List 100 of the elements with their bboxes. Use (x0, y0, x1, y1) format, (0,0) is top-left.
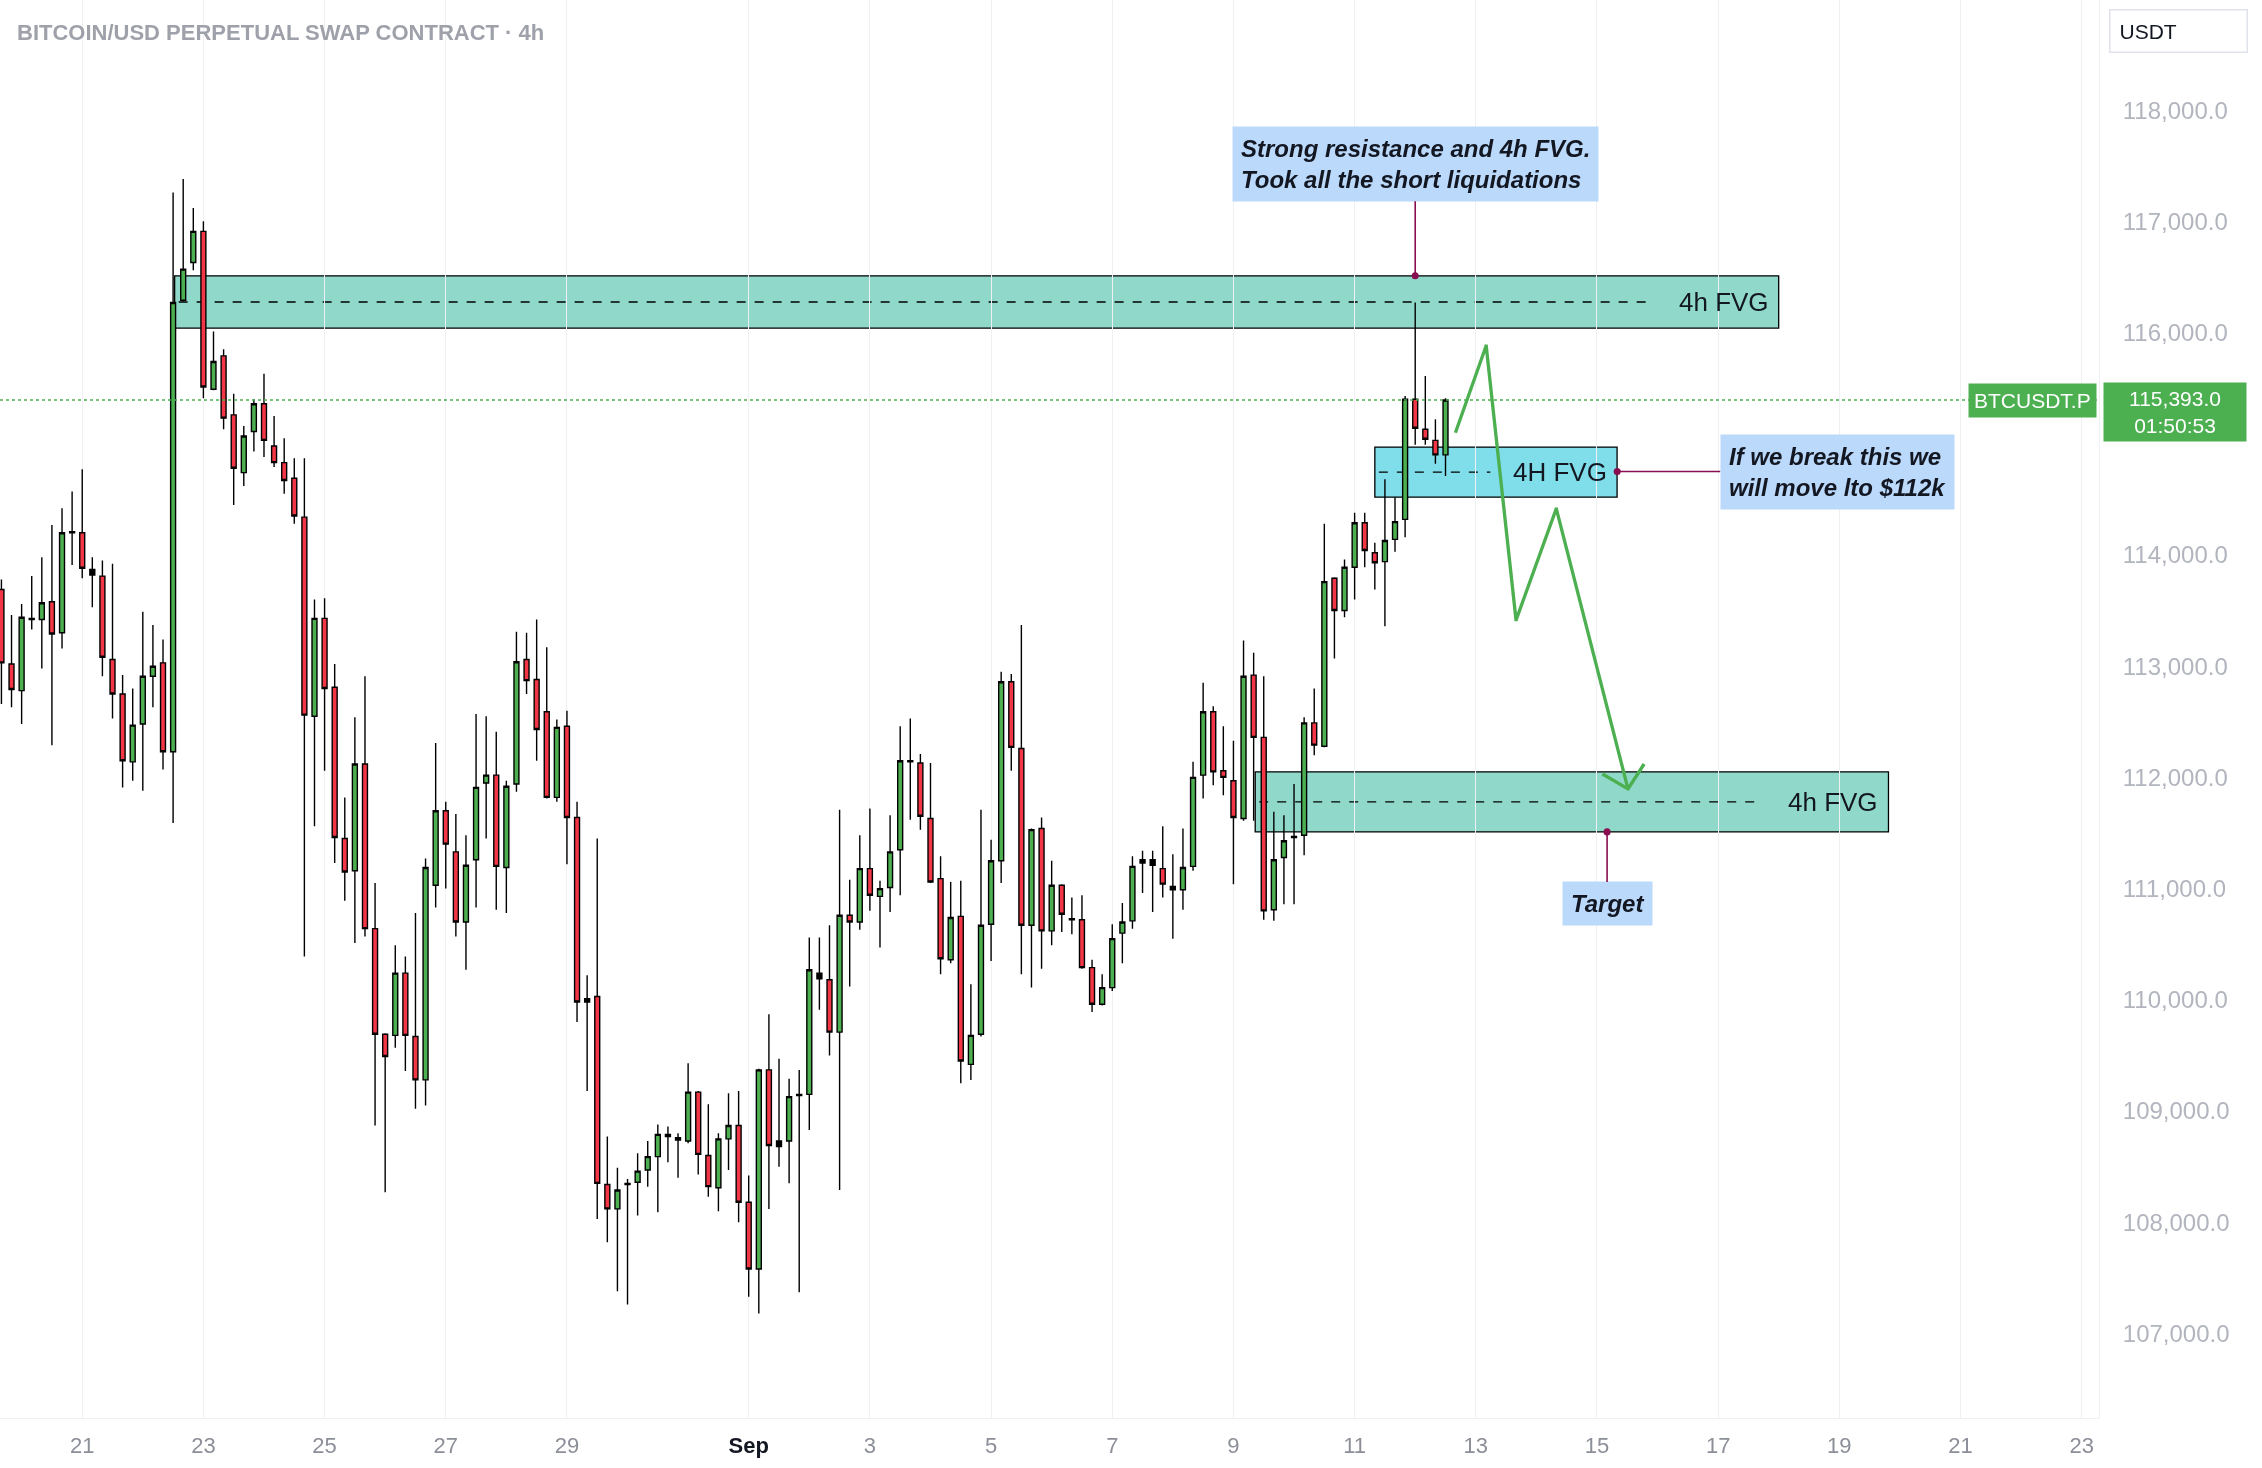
annotation: If we break this we will move lto $112k (1729, 443, 1947, 502)
candlestick (402, 955, 409, 1072)
x-tick-label: 25 (312, 1433, 337, 1459)
candlestick (604, 1135, 611, 1243)
candlestick (856, 834, 863, 931)
y-tick-label: 114,000.0 (2122, 541, 2228, 569)
candlestick (806, 936, 813, 1131)
candlestick (1068, 896, 1076, 935)
candlestick (695, 1090, 702, 1176)
candlestick (351, 716, 359, 944)
candlestick (664, 1125, 672, 1163)
candlestick (573, 801, 581, 1023)
x-tick-label: 5 (984, 1433, 998, 1459)
x-tick-label: 11 (1343, 1433, 1367, 1459)
x-tick-label: 21 (1948, 1433, 1973, 1459)
x-tick-label: 29 (554, 1433, 580, 1459)
candlestick (654, 1123, 661, 1213)
x-tick-label: 23 (191, 1433, 216, 1459)
candlestick (1098, 973, 1106, 1007)
candlestick (48, 524, 56, 746)
candlestick (472, 713, 480, 909)
y-tick-label: 111,000.0 (2122, 875, 2227, 903)
candlestick (998, 671, 1005, 884)
candlestick (119, 674, 126, 789)
candlestick (281, 437, 288, 495)
candlestick (159, 638, 167, 771)
y-tick-label: 112,000.0 (2122, 763, 2228, 791)
x-tick-label: 17 (1705, 1433, 1731, 1459)
y-tick-label: 113,000.0 (2122, 652, 2228, 680)
candlestick (826, 924, 833, 1057)
candlestick (1119, 902, 1126, 964)
candlestick (1129, 855, 1136, 930)
candlestick (321, 597, 328, 772)
candlestick (1220, 725, 1227, 796)
x-tick-label: 13 (1463, 1433, 1489, 1459)
candlestick (371, 882, 379, 1127)
candlestick (1139, 850, 1146, 894)
candlestick (462, 834, 470, 971)
candlestick (392, 944, 399, 1049)
y-tick-label: 107,000.0 (2122, 1319, 2230, 1347)
candlestick (8, 614, 15, 709)
candlestick (523, 632, 530, 695)
candlestick (230, 393, 237, 506)
candlestick (796, 1069, 803, 1294)
candlestick (594, 837, 601, 1220)
candlestick (482, 715, 490, 840)
candlestick (432, 742, 439, 909)
candlestick (28, 575, 35, 631)
candlestick (58, 507, 66, 650)
candlestick (311, 598, 318, 828)
y-tick-label: 117,000.0 (2122, 207, 2228, 235)
candlestick (977, 808, 985, 1038)
candlestick (109, 563, 116, 720)
x-tick-label: 27 (433, 1433, 458, 1459)
candlestick (1361, 512, 1368, 568)
candlestick (1371, 542, 1378, 591)
candlestick (987, 838, 995, 962)
candlestick (79, 468, 86, 580)
candlestick (1159, 825, 1166, 899)
band-label: 4h FVG (1679, 287, 1769, 317)
candlestick (907, 717, 914, 821)
candlestick (624, 1178, 631, 1306)
candlestick (1008, 673, 1015, 772)
x-tick-label: Sep (728, 1433, 769, 1459)
candlestick (674, 1132, 682, 1179)
candlestick (533, 618, 540, 762)
candlestick (240, 425, 247, 487)
candlestick (866, 807, 874, 912)
candlestick (38, 556, 45, 670)
candlestick (1311, 687, 1318, 756)
x-tick-label: 23 (2069, 1433, 2094, 1459)
candlestick (563, 709, 571, 865)
candlestick (68, 490, 76, 566)
y-tick-label: 109,000.0 (2122, 1097, 2230, 1125)
candlestick (957, 880, 964, 1084)
x-tick-label: 19 (1827, 1433, 1852, 1459)
candlestick (1210, 705, 1217, 786)
candlestick (382, 1032, 389, 1193)
y-tick-label: 118,000.0 (2122, 96, 2228, 124)
candlestick (836, 808, 843, 1191)
candlestick (644, 1140, 651, 1188)
x-tick-label: 9 (1227, 1433, 1240, 1459)
candlestick (634, 1152, 641, 1217)
x-tick-label: 7 (1106, 1433, 1119, 1459)
candlestick (89, 556, 96, 608)
candlestick (301, 457, 308, 958)
candlestick (1018, 624, 1025, 975)
candlestick (139, 610, 146, 792)
y-tick-label: 116,000.0 (2122, 318, 2228, 346)
annotation: Target (1571, 890, 1645, 917)
candlestick (1321, 523, 1328, 749)
candlestick (785, 1078, 793, 1185)
candlestick (725, 1092, 732, 1171)
candlestick (270, 415, 278, 468)
candlestick (1199, 682, 1207, 800)
candlestick (442, 801, 449, 890)
x-tick-label: 21 (69, 1433, 95, 1459)
candlestick (553, 718, 561, 803)
text: BITCOIN/USD PERPETUAL SWAP CONTRACT · 4h (17, 19, 545, 45)
candlestick (210, 330, 217, 392)
